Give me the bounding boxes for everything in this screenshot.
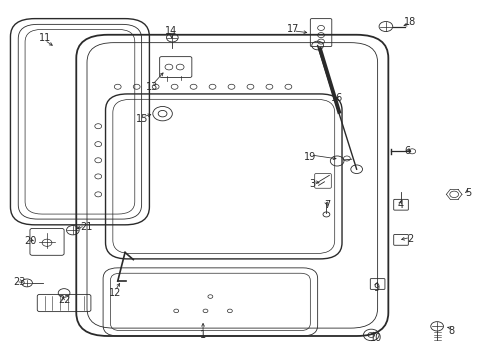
Text: 9: 9: [372, 283, 378, 293]
Text: 17: 17: [286, 24, 299, 35]
Text: 6: 6: [404, 146, 410, 156]
Text: 2: 2: [407, 234, 412, 244]
Text: 13: 13: [145, 82, 158, 92]
Text: 18: 18: [404, 17, 416, 27]
Text: 23: 23: [13, 277, 25, 287]
Text: 21: 21: [80, 222, 92, 231]
Text: 22: 22: [58, 295, 70, 305]
Text: 4: 4: [397, 200, 403, 210]
Text: 8: 8: [448, 325, 454, 336]
Text: 5: 5: [465, 188, 471, 198]
Text: 7: 7: [324, 200, 330, 210]
Text: 16: 16: [330, 93, 343, 103]
Text: 14: 14: [165, 26, 177, 36]
Text: 11: 11: [39, 33, 51, 43]
Text: 12: 12: [109, 288, 121, 298]
Text: 10: 10: [369, 333, 382, 343]
Text: 1: 1: [200, 330, 206, 340]
Text: 19: 19: [304, 152, 316, 162]
Text: 20: 20: [24, 236, 36, 246]
Text: 15: 15: [136, 114, 148, 124]
Text: 3: 3: [309, 179, 315, 189]
